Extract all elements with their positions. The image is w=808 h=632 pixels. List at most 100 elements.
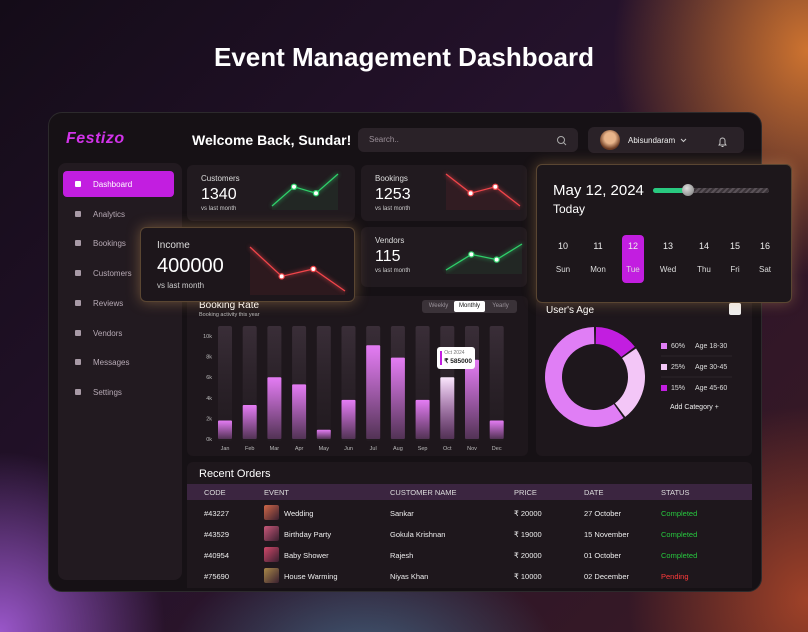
table-cell: #40954 xyxy=(204,551,230,560)
bar-background xyxy=(489,326,504,441)
x-tick-label: Nov xyxy=(467,446,477,452)
nav-item[interactable]: Reviews xyxy=(63,290,174,316)
sparkline-dot xyxy=(493,256,500,263)
column-header: STATUS xyxy=(661,488,690,497)
stat-card: Customers 1340 vs last month xyxy=(187,165,355,221)
day-highlight xyxy=(622,235,644,283)
table-cell: Completed xyxy=(661,551,698,560)
day-number: 13 xyxy=(662,241,673,251)
stat-value: 400000 xyxy=(157,255,224,277)
nav-item[interactable]: Customers xyxy=(63,260,174,286)
tab[interactable]: Weekly xyxy=(428,303,449,309)
nav-label: Vendors xyxy=(93,329,123,338)
sparkline-area xyxy=(446,174,520,210)
bar-background xyxy=(316,326,331,441)
nav-item[interactable]: Analytics xyxy=(63,201,174,227)
nav-item[interactable]: Settings xyxy=(63,379,174,405)
calendar-day[interactable]: 16 Sat xyxy=(749,233,781,283)
calendar-day[interactable]: 10 Sun xyxy=(547,233,579,283)
table-cell: Baby Shower xyxy=(284,551,329,560)
stat-card: Vendors 115 vs last month xyxy=(361,227,527,287)
slider-knob xyxy=(682,184,694,196)
x-tick-label: Oct xyxy=(443,446,452,452)
nav-icon xyxy=(75,211,81,217)
chart-subtitle: Booking activity this year xyxy=(199,312,260,318)
table-cell: 15 November xyxy=(584,530,630,539)
table-cell: House Warming xyxy=(284,572,338,581)
nav-icon xyxy=(75,270,81,276)
sparkline-area xyxy=(272,174,338,210)
y-tick-label: 4k xyxy=(206,396,212,402)
bar xyxy=(415,399,430,439)
legend-swatch xyxy=(661,385,667,391)
y-tick-label: 2k xyxy=(206,416,212,422)
donut-menu[interactable] xyxy=(729,303,741,315)
calendar-label: Today xyxy=(553,202,586,216)
stat-card: Income 400000 vs last month xyxy=(140,227,355,302)
table-cell: Rajesh xyxy=(390,551,414,560)
slider-track xyxy=(653,188,769,193)
bar xyxy=(341,399,356,439)
sparkline-line xyxy=(445,173,521,207)
nav-item[interactable]: Bookings xyxy=(63,230,174,256)
bar xyxy=(267,377,282,439)
sparkline xyxy=(445,243,523,274)
day-number: 16 xyxy=(759,241,770,251)
search-icon xyxy=(557,136,567,146)
x-tick-label: Mar xyxy=(270,446,280,452)
column-header: CODE xyxy=(204,488,226,497)
bar xyxy=(218,420,232,439)
search-icon-circle xyxy=(557,136,565,144)
bar xyxy=(440,377,455,439)
x-tick-label: Jun xyxy=(344,446,353,452)
table-cell: #43529 xyxy=(204,530,230,539)
calendar-day[interactable]: 14 Thu xyxy=(688,233,720,283)
calendar-day[interactable]: 15 Fri xyxy=(719,233,751,283)
table-cell: 27 October xyxy=(584,509,622,518)
table-cell: Niyas Khan xyxy=(390,572,429,581)
column-header: EVENT xyxy=(264,488,290,497)
table-cell: Gokula Krishnan xyxy=(390,530,446,539)
stat-label: Vendors xyxy=(375,236,405,245)
legend-label: Age 30-45 xyxy=(695,364,727,371)
page-headline: Event Management Dashboard xyxy=(214,42,594,72)
nav-item[interactable]: Vendors xyxy=(63,320,174,346)
calendar-day[interactable]: 13 Wed xyxy=(652,233,684,283)
tab[interactable]: Yearly xyxy=(492,303,509,309)
legend-label: Age 45-60 xyxy=(695,385,727,392)
day-name: Mon xyxy=(590,265,606,274)
orders-header xyxy=(187,484,752,500)
table-cell: Sankar xyxy=(390,509,414,518)
table-cell: #75690 xyxy=(204,572,230,581)
sparkline-dot xyxy=(468,251,475,258)
nav-icon xyxy=(75,359,81,365)
sparkline-area xyxy=(250,247,345,295)
bar xyxy=(390,357,405,439)
day-number: 15 xyxy=(729,241,740,251)
nav-item[interactable]: Messages xyxy=(63,349,174,375)
nav-item[interactable]: Dashboard xyxy=(63,171,174,197)
y-tick-label: 8k xyxy=(206,355,212,361)
table-cell: ₹ 20000 xyxy=(514,509,542,518)
sparkline-line xyxy=(249,246,346,292)
day-name: Tue xyxy=(626,265,640,274)
table-cell: ₹ 20000 xyxy=(514,551,542,560)
table-cell: Completed xyxy=(661,530,698,539)
legend-value: 25% xyxy=(671,364,685,371)
bar xyxy=(292,384,307,439)
x-tick-label: Dec xyxy=(492,446,502,452)
calendar-day[interactable]: 12 Tue xyxy=(617,233,649,283)
orders-panel xyxy=(187,462,752,588)
search-box[interactable]: Search.. xyxy=(358,128,578,152)
nav-label: Dashboard xyxy=(93,180,133,189)
calendar-day[interactable]: 11 Mon xyxy=(582,233,614,283)
tab[interactable]: Monthly xyxy=(454,301,485,312)
stat-note: vs last month xyxy=(375,268,411,274)
bar-chart: 0k 2k 4k 6k 8k 10k Jan Feb Mar Apr May Jun Jul Aug Sep… xyxy=(203,326,504,452)
day-name: Thu xyxy=(697,265,711,274)
add-category[interactable]: Add Category + xyxy=(670,404,719,411)
user-box[interactable]: Abisundaram xyxy=(588,127,744,153)
calendar-card: May 12, 2024 Today 10 Sun 11 Mon 12 Tue 13 Wed 14 T… xyxy=(536,164,792,303)
table-cell: #43227 xyxy=(204,509,230,518)
column-header: DATE xyxy=(584,488,604,497)
